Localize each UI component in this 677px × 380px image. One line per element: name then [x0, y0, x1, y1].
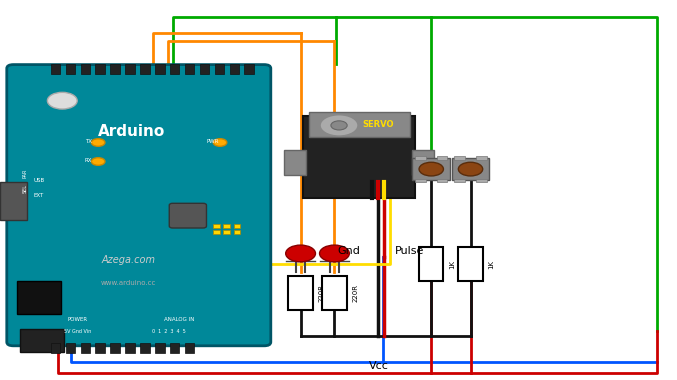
Bar [458, 247, 483, 281]
Text: SEL: SEL [22, 184, 28, 193]
Circle shape [458, 162, 483, 176]
Bar [215, 64, 224, 74]
Bar [223, 230, 230, 234]
Bar [20, 329, 64, 352]
Bar [415, 156, 426, 160]
Bar [284, 150, 306, 175]
Circle shape [331, 121, 347, 130]
Text: TX: TX [85, 139, 91, 144]
Bar [476, 179, 487, 182]
Bar [155, 64, 165, 74]
Bar [170, 64, 179, 74]
Bar [51, 343, 60, 353]
Bar [412, 158, 450, 180]
Bar [110, 64, 120, 74]
Text: DIGITAL: DIGITAL [125, 45, 146, 50]
Bar [95, 343, 105, 353]
Bar [223, 224, 230, 228]
Text: ANALOG IN: ANALOG IN [165, 317, 194, 323]
Bar [125, 343, 135, 353]
Circle shape [91, 139, 105, 146]
Bar [437, 179, 447, 182]
Text: USB: USB [33, 178, 44, 183]
Text: 220R: 220R [318, 283, 324, 302]
Circle shape [419, 162, 443, 176]
FancyBboxPatch shape [169, 203, 206, 228]
Text: Arduino: Arduino [98, 124, 166, 139]
Bar [322, 276, 347, 310]
Bar [244, 64, 254, 74]
Circle shape [320, 245, 349, 262]
Bar [17, 281, 61, 314]
Bar [81, 64, 90, 74]
Bar [0, 182, 27, 220]
Bar [95, 64, 105, 74]
Circle shape [213, 139, 227, 146]
Text: EXT: EXT [33, 193, 44, 198]
Bar [452, 158, 489, 180]
Text: RX: RX [85, 158, 92, 163]
Bar [230, 64, 239, 74]
Bar [125, 64, 135, 74]
Bar [303, 116, 415, 198]
Text: SERVO: SERVO [362, 120, 394, 129]
Circle shape [286, 245, 315, 262]
Bar [213, 224, 220, 228]
Bar [309, 112, 410, 137]
Text: 5V Gnd Vin: 5V Gnd Vin [64, 329, 91, 334]
Text: AREF: AREF [53, 41, 58, 54]
Text: 1K: 1K [488, 260, 494, 269]
Bar [170, 343, 179, 353]
Text: www.arduino.cc: www.arduino.cc [101, 280, 156, 286]
Text: PWR: PWR [206, 139, 219, 144]
Bar [454, 179, 465, 182]
Bar [437, 156, 447, 160]
FancyBboxPatch shape [7, 65, 271, 346]
Text: Gnd: Gnd [337, 246, 360, 256]
Bar [415, 179, 426, 182]
Bar [140, 343, 150, 353]
Bar [234, 224, 240, 228]
Text: Vcc: Vcc [369, 361, 389, 370]
Bar [185, 343, 194, 353]
Text: Azega.com: Azega.com [102, 255, 156, 265]
Circle shape [320, 115, 358, 136]
Circle shape [47, 92, 77, 109]
Text: Pulse: Pulse [395, 246, 424, 256]
Text: 0  1  2  3  4  5: 0 1 2 3 4 5 [152, 329, 186, 334]
Bar [66, 343, 75, 353]
Bar [454, 156, 465, 160]
Bar [110, 343, 120, 353]
Bar [288, 276, 313, 310]
Bar [140, 64, 150, 74]
Bar [185, 64, 194, 74]
Text: 1K: 1K [449, 260, 455, 269]
Bar [200, 64, 209, 74]
Bar [412, 150, 434, 175]
Text: POWER: POWER [68, 317, 88, 323]
Bar [213, 230, 220, 234]
Bar [234, 230, 240, 234]
Circle shape [91, 158, 105, 165]
Bar [419, 247, 443, 281]
Text: 220R: 220R [352, 283, 358, 302]
Bar [476, 156, 487, 160]
Bar [66, 64, 75, 74]
Text: PAR: PAR [22, 168, 28, 177]
Bar [51, 64, 60, 74]
Bar [155, 343, 165, 353]
Bar [81, 343, 90, 353]
